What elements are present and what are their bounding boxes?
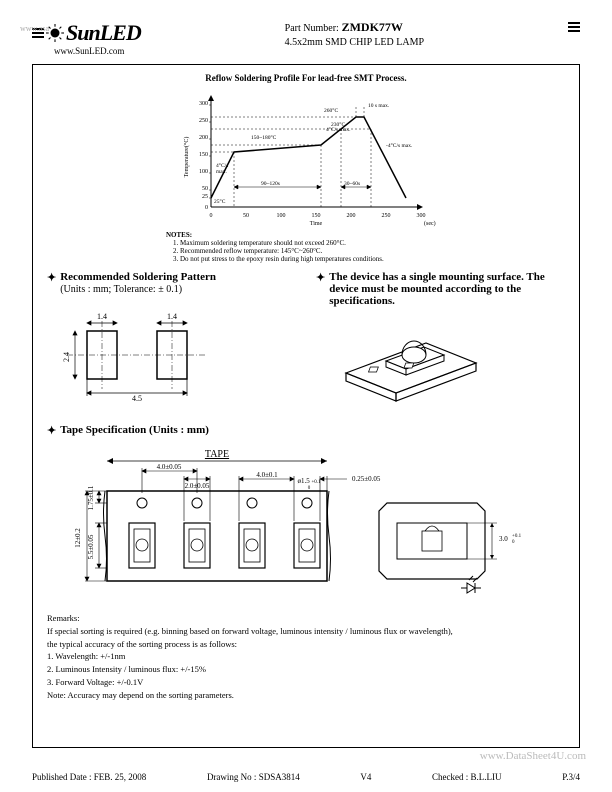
svg-text:(sec): (sec) — [424, 220, 436, 227]
svg-text:Time: Time — [310, 221, 323, 227]
svg-text:max.: max. — [216, 169, 227, 175]
svg-text:2.4: 2.4 — [62, 352, 71, 362]
svg-text:230°C: 230°C — [331, 121, 345, 128]
content-frame: Reflow Soldering Profile For lead-free S… — [32, 64, 580, 748]
svg-text:25: 25 — [202, 194, 208, 200]
svg-text:-4°C/s max.: -4°C/s max. — [386, 142, 413, 149]
soldering-pad-diagram: 1.4 1.4 2.4 4.5 — [47, 301, 227, 401]
diamond-bullet-icon: ✦ — [316, 271, 325, 284]
soldering-subheading: (Units : mm; Tolerance: ± 0.1) — [60, 284, 182, 295]
svg-text:250: 250 — [199, 118, 208, 124]
svg-text:0: 0 — [210, 213, 213, 219]
part-number-label: Part Number: — [285, 23, 339, 34]
svg-text:150: 150 — [199, 152, 208, 158]
svg-text:50: 50 — [243, 213, 249, 219]
reflow-chart: 0 25 50 100 150 200 250 300 — [176, 87, 436, 227]
svg-text:5.5±0.05: 5.5±0.05 — [87, 534, 95, 559]
soldering-heading: Recommended Soldering Pattern — [60, 271, 216, 283]
svg-text:300: 300 — [199, 101, 208, 107]
tape-heading: Tape Specification (Units : mm) — [60, 424, 209, 436]
tape-spec-section: ✦ Tape Specification (Units : mm) TAPE — [47, 424, 565, 606]
watermark-bottom-right: www.DataSheet4U.com — [480, 750, 586, 762]
svg-text:30~60s: 30~60s — [344, 181, 360, 187]
drawing-label: Drawing No : — [207, 772, 257, 782]
svg-text:200: 200 — [347, 213, 356, 219]
checked-label: Checked : — [432, 772, 468, 782]
note-item: Recommended reflow temperature: 145°C~26… — [180, 247, 446, 255]
note-item: Do not put stress to the epoxy resin dur… — [180, 255, 446, 263]
svg-text:150~180°C: 150~180°C — [251, 134, 277, 141]
svg-text:2.0±0.05: 2.0±0.05 — [185, 482, 210, 490]
published-date: FEB. 25, 2008 — [94, 772, 147, 782]
part-number-value: ZMDK77W — [342, 20, 403, 34]
remarks-intro: If special sorting is required (e.g. bin… — [47, 625, 565, 638]
mounting-note-section: ✦ The device has a single mounting surfa… — [316, 271, 565, 416]
svg-text:50: 50 — [202, 186, 208, 192]
drawing-no: SDSA3814 — [259, 772, 300, 782]
remarks-item: 3. Forward Voltage: +/-0.1V — [47, 676, 565, 689]
svg-text:4.0±0.1: 4.0±0.1 — [256, 471, 278, 479]
svg-text:100: 100 — [277, 213, 286, 219]
svg-text:+0.1: +0.1 — [512, 534, 522, 539]
logo-brand: SunLED — [66, 20, 141, 46]
svg-text:250: 250 — [382, 213, 391, 219]
svg-text:TAPE: TAPE — [205, 449, 229, 460]
revision: V4 — [360, 772, 371, 782]
svg-text:1.75±0.1: 1.75±0.1 — [87, 485, 95, 510]
notes-label: NOTES: — [166, 231, 446, 239]
svg-text:4.5: 4.5 — [132, 394, 142, 401]
mounting-note-text: The device has a single mounting surface… — [329, 271, 565, 307]
remarks-item: 1. Wavelength: +/-1nm — [47, 650, 565, 663]
diamond-bullet-icon: ✦ — [47, 424, 56, 437]
diamond-bullet-icon: ✦ — [47, 271, 56, 284]
svg-text:1.4: 1.4 — [167, 312, 177, 321]
watermark-top-left: www.asa — [20, 24, 49, 33]
svg-text:Temperature(°C): Temperature(°C) — [183, 137, 190, 178]
page-number: P.3/4 — [562, 772, 580, 782]
svg-text:0.25±0.05: 0.25±0.05 — [352, 475, 381, 483]
part-number-area: Part Number: ZMDK77W 4.5x2mm SMD CHIP LE… — [285, 20, 424, 48]
svg-text:90~120s: 90~120s — [261, 181, 280, 187]
tape-diagram: TAPE — [47, 443, 527, 603]
svg-text:300: 300 — [417, 213, 426, 219]
page-footer: Published Date : FEB. 25, 2008 Drawing N… — [32, 772, 580, 782]
svg-text:0: 0 — [512, 540, 515, 545]
remarks-label: Remarks: — [47, 612, 565, 625]
remarks-section: Remarks: If special sorting is required … — [47, 612, 565, 701]
reflow-notes: NOTES: Maximum soldering temperature sho… — [166, 231, 446, 263]
svg-text:200: 200 — [199, 135, 208, 141]
remarks-item: 2. Luminous Intensity / luminous flux: +… — [47, 663, 565, 676]
remarks-note: Note: Accuracy may depend on the sorting… — [47, 689, 565, 702]
svg-text:1.4: 1.4 — [97, 312, 107, 321]
menu-icon-right — [568, 20, 580, 34]
note-item: Maximum soldering temperature should not… — [180, 239, 446, 247]
svg-text:260°C: 260°C — [324, 107, 338, 114]
svg-text:3.0: 3.0 — [499, 535, 508, 543]
svg-text:10 s max.: 10 s max. — [368, 103, 390, 109]
svg-text:25°C: 25°C — [214, 198, 226, 205]
remarks-intro2: the typical accuracy of the sorting proc… — [47, 638, 565, 651]
svg-text:ø1.5 +0.1: ø1.5 +0.1 — [297, 477, 321, 485]
svg-text:100: 100 — [199, 169, 208, 175]
soldering-pattern-section: ✦ Recommended Soldering Pattern (Units :… — [47, 271, 296, 416]
product-description: 4.5x2mm SMD CHIP LED LAMP — [285, 37, 424, 48]
svg-text:12±0.2: 12±0.2 — [74, 528, 82, 548]
published-label: Published Date : — [32, 772, 92, 782]
device-isometric-diagram — [316, 313, 496, 413]
svg-text:4.0±0.05: 4.0±0.05 — [157, 463, 182, 471]
logo-url: www.SunLED.com — [54, 46, 141, 56]
page-header: SunLED www.SunLED.com Part Number: ZMDK7… — [32, 20, 580, 56]
reflow-chart-title: Reflow Soldering Profile For lead-free S… — [47, 73, 565, 83]
checked-by: B.L.LIU — [471, 772, 502, 782]
svg-text:150: 150 — [312, 213, 321, 219]
svg-text:0: 0 — [205, 205, 208, 211]
svg-text:4°C/s: 4°C/s — [216, 162, 228, 169]
